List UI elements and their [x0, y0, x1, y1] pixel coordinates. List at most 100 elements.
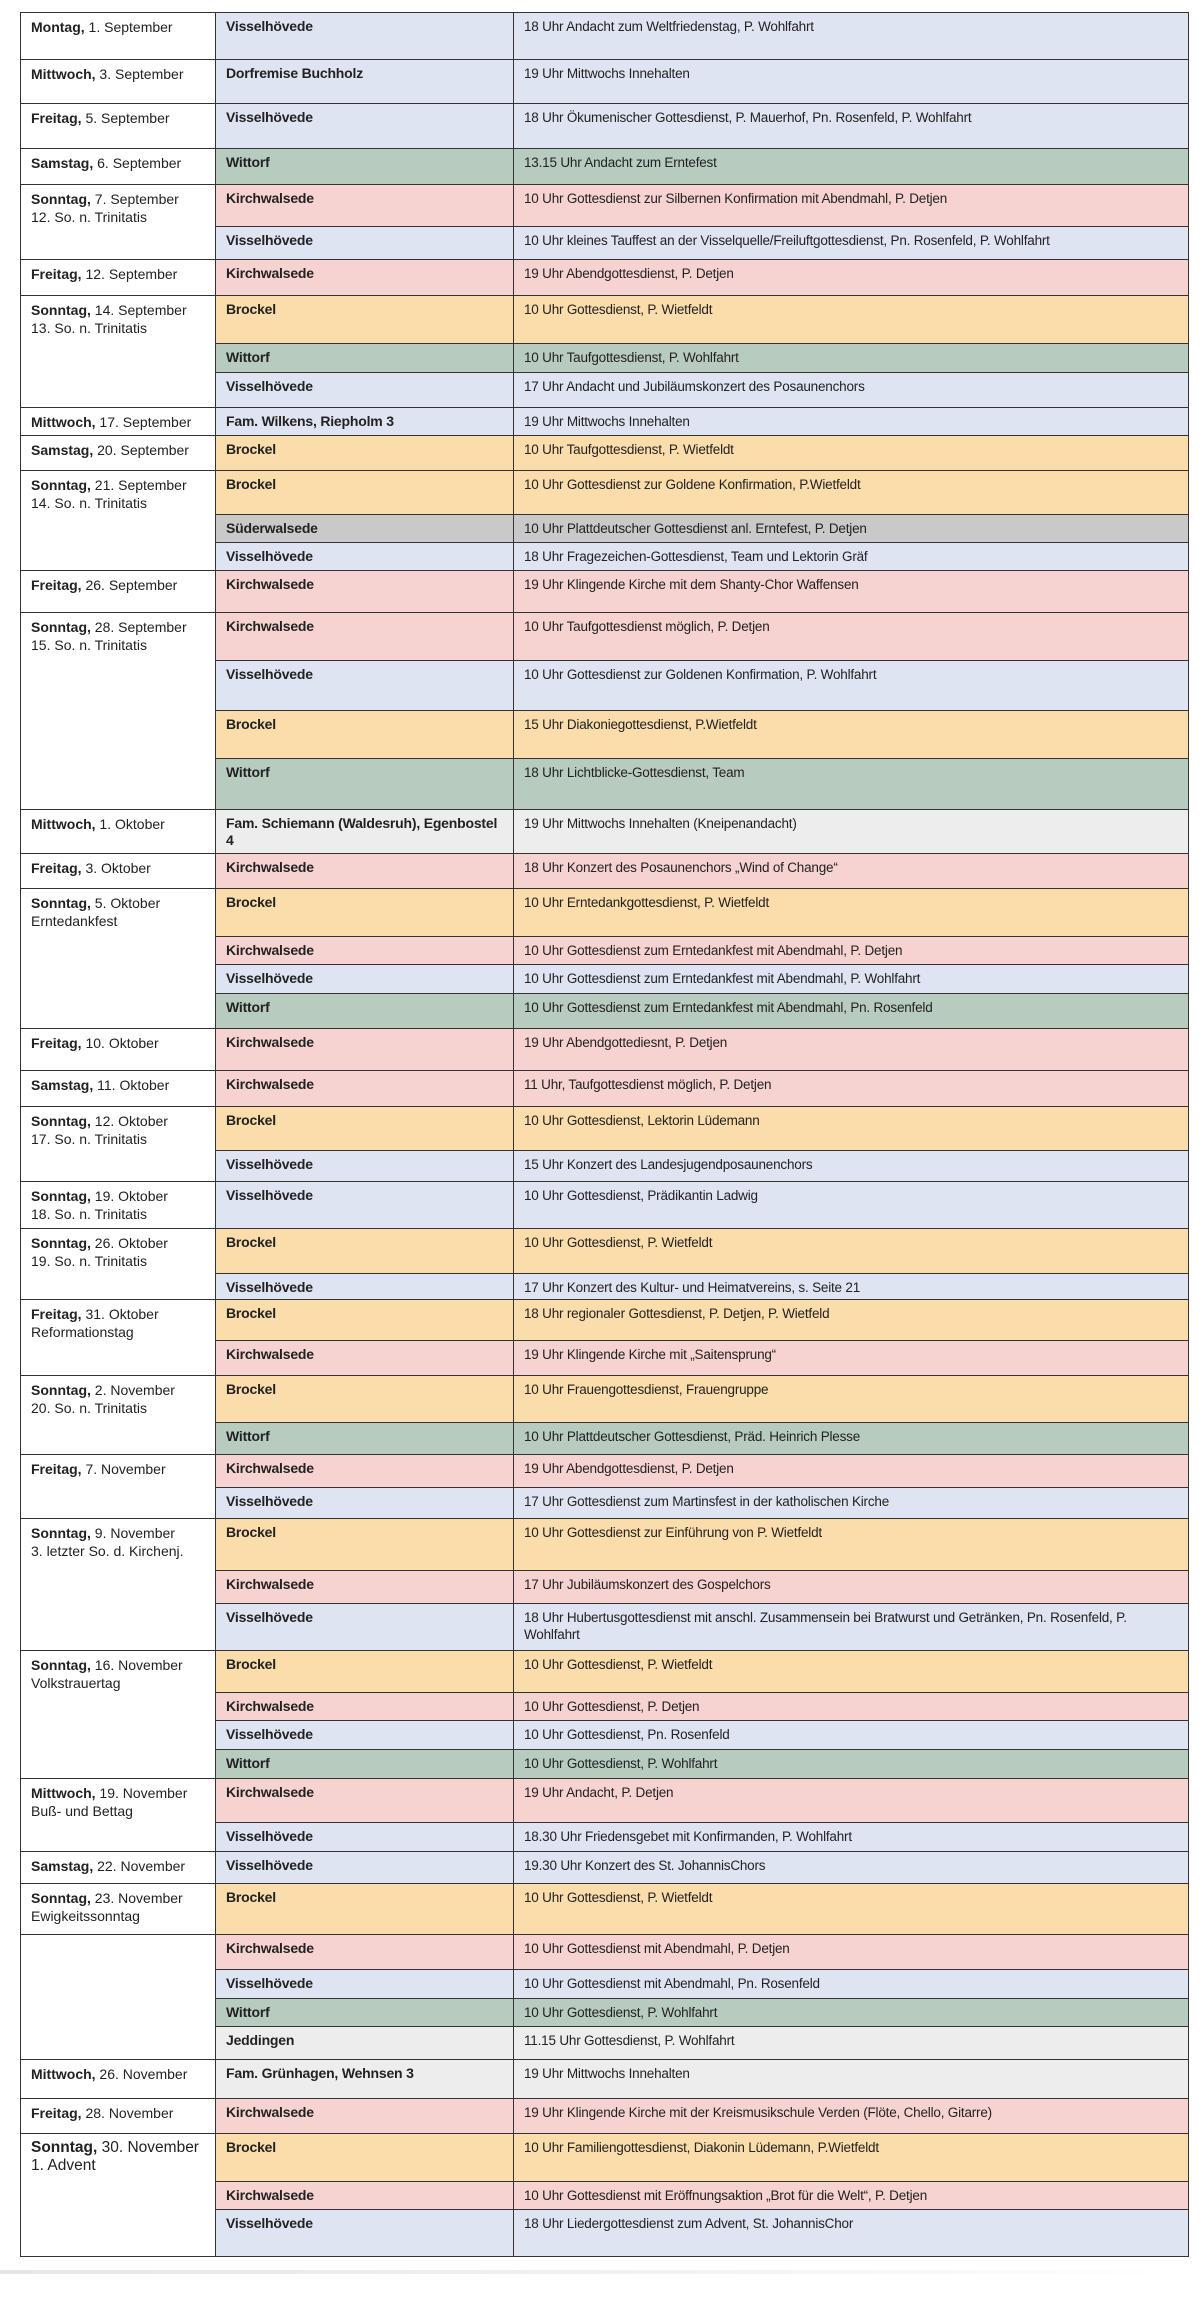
location-cell: Kirchwalsede [215, 1340, 514, 1376]
weekday: Mittwoch, [31, 1785, 96, 1801]
location-cell: Visselhövede [215, 372, 514, 408]
event-description: 10 Uhr Gottesdienst, P. Wietfeldt [513, 1883, 1189, 1935]
schedule-row: Jeddingen 11.15 Uhr Gottesdienst, P. Wohl… [21, 2026, 1189, 2060]
weekday: Sonntag, [31, 895, 91, 911]
date: 26. Oktober [90, 1235, 168, 1251]
date: 5. September [81, 110, 170, 126]
schedule-row: Montag, 1. September Visselhövede 18 Uhr A… [20, 12, 1189, 60]
weekday: Montag, [31, 19, 85, 35]
event-description: 10 Uhr Gottesdienst zur Silbernen Konfir… [513, 184, 1189, 227]
location-cell: Brockel [215, 710, 514, 759]
event-description: 19 Uhr Klingende Kirche mit „Saitensprun… [513, 1340, 1189, 1376]
weekday: Freitag, [31, 1306, 82, 1322]
schedule-row: Kirchwalsede 17 Uhr Jubiläumskonzert des … [21, 1570, 1189, 1604]
event-description: 17 Uhr Gottesdienst zum Martinsfest in d… [513, 1487, 1189, 1519]
date: 26. September [81, 577, 178, 593]
schedule-row: Visselhövede 18 Uhr Liedergottesdienst zu… [21, 2209, 1189, 2257]
schedule-row: Kirchwalsede 10 Uhr Gottesdienst mit Aben… [20, 1934, 1189, 2060]
weekday: Sonntag, [31, 1113, 91, 1129]
event-description: 10 Uhr Gottesdienst, P. Wohlfahrt [513, 1749, 1189, 1779]
weekday: Samstag, [31, 1858, 94, 1874]
weekday: Sonntag, [31, 1235, 91, 1251]
location-cell: Visselhövede [215, 12, 514, 60]
schedule-row: Visselhövede 10 Uhr Gottesdienst mit Aben… [21, 1969, 1189, 1999]
date-cell: Mittwoch, 1. Oktober [20, 809, 216, 854]
location-cell: Brockel [215, 1518, 514, 1571]
event-description: 10 Uhr Gottesdienst, P. Detjen [513, 1692, 1189, 1721]
event-description: 19 Uhr Mittwochs Innehalten [513, 2059, 1189, 2099]
liturgical-day: 19. So. n. Trinitatis [31, 1253, 147, 1269]
weekday: Mittwoch, [31, 816, 96, 832]
weekday: Sonntag, [31, 2139, 98, 2156]
location-cell: Kirchwalsede [215, 612, 514, 661]
schedule-row: Kirchwalsede 10 Uhr Gottesdienst mit Eröf… [21, 2181, 1189, 2210]
date-cell: Freitag, 3. Oktober [20, 853, 216, 889]
date-cell [20, 1934, 216, 2060]
weekday: Freitag, [31, 110, 82, 126]
weekday: Sonntag, [31, 302, 91, 318]
location-cell: Visselhövede [215, 660, 514, 711]
date-cell: Sonntag, 5. Oktober Erntedankfest [20, 888, 216, 1029]
event-description: 18 Uhr Fragezeichen-Gottesdienst, Team u… [513, 542, 1189, 571]
location-cell: Kirchwalsede [215, 853, 514, 889]
location-cell: Fam. Wilkens, Riepholm 3 [215, 407, 514, 436]
schedule-row: Sonntag, 30. November 1. Advent Brockel 10 … [20, 2133, 1189, 2257]
date: 14. September [90, 302, 187, 318]
event-description: 10 Uhr Gottesdienst, P. Wietfeldt [513, 1650, 1189, 1693]
date: 7. November [81, 1461, 166, 1477]
location-cell: Visselhövede [215, 1181, 514, 1229]
location-cell: Visselhövede [215, 103, 514, 149]
location-cell: Wittorf [215, 1422, 514, 1455]
location-cell: Kirchwalsede [215, 1778, 514, 1823]
event-description: 10 Uhr Plattdeutscher Gottesdienst, Präd… [513, 1422, 1189, 1455]
location-cell: Visselhövede [215, 1150, 514, 1182]
schedule-row: Sonntag, 7. September 12. So. n. Trinitat… [20, 184, 1189, 260]
location-cell: Kirchwalsede [215, 2098, 514, 2134]
schedule-row: Sonntag, 23. November Ewigkeitssonntag Bro… [20, 1883, 1189, 1935]
schedule-row: Visselhövede 17 Uhr Andacht und Jubiläums… [21, 372, 1189, 408]
event-description: 19 Uhr Klingende Kirche mit der Kreismus… [513, 2098, 1189, 2134]
location-cell: Kirchwalsede [215, 1692, 514, 1721]
date: 16. November [90, 1657, 183, 1673]
date-cell: Sonntag, 16. November Volkstrauertag [20, 1650, 216, 1779]
location-cell: Brockel [215, 1650, 514, 1693]
location-cell: Visselhövede [215, 542, 514, 571]
schedule-row: Sonntag, 14. September 13. So. n. Trinita… [20, 295, 1189, 408]
location-cell: Brockel [215, 295, 514, 344]
weekday: Sonntag, [31, 1188, 91, 1204]
weekday: Sonntag, [31, 477, 91, 493]
location-cell: Kirchwalsede [215, 1570, 514, 1604]
event-description: 15 Uhr Konzert des Landesjugendposaunenc… [513, 1150, 1189, 1182]
location-cell: Visselhövede [215, 1487, 514, 1519]
event-description: 10 Uhr Plattdeutscher Gottesdienst anl. … [513, 514, 1189, 543]
liturgical-day: 12. So. n. Trinitatis [31, 209, 147, 225]
page-edge [0, 2270, 1203, 2274]
location-cell: Kirchwalsede [215, 1454, 514, 1488]
schedule-row: Mittwoch, 19. November Buß- und Bettag Kir… [20, 1778, 1189, 1852]
event-description: 18 Uhr Lichtblicke-Gottesdienst, Team [513, 758, 1189, 810]
date: 5. Oktober [90, 895, 161, 911]
date: 28. September [90, 619, 187, 635]
location-cell: Visselhövede [215, 964, 514, 994]
location-cell: Brockel [215, 435, 514, 471]
schedule-row: Süderwalsede 10 Uhr Plattdeutscher Gottes… [21, 514, 1189, 543]
event-description: 10 Uhr Gottesdienst, Pn. Rosenfeld [513, 1720, 1189, 1750]
date-cell: Samstag, 22. November [20, 1851, 216, 1884]
event-description: 10 Uhr Gottesdienst, P. Wietfeldt [513, 295, 1189, 344]
date-cell: Sonntag, 9. November 3. letzter So. d. Ki… [20, 1518, 216, 1651]
event-description: 11.15 Uhr Gottesdienst, P. Wohlfahrt [513, 2026, 1189, 2060]
location-cell: Fam. Schiemann (Waldesruh), Egenbostel 4 [215, 809, 514, 854]
date-cell: Sonntag, 28. September 15. So. n. Trinita… [20, 612, 216, 810]
location-cell: Visselhövede [215, 2209, 514, 2257]
date: 1. Oktober [95, 816, 165, 832]
schedule-row: Mittwoch, 1. Oktober Fam. Schiemann (Wald… [20, 809, 1189, 854]
event-description: 10 Uhr Gottesdienst zum Erntedankfest mi… [513, 993, 1189, 1029]
date-cell: Freitag, 5. September [20, 103, 216, 149]
event-description: 10 Uhr Taufgottesdienst möglich, P. Detj… [513, 612, 1189, 661]
event-description: 18 Uhr Hubertusgottesdienst mit anschl. … [513, 1603, 1189, 1651]
event-description: 10 Uhr kleines Tauffest an der Visselque… [513, 226, 1189, 260]
date: 19. November [95, 1785, 188, 1801]
schedule-row: Wittorf 10 Uhr Gottesdienst, P. Wohlfahrt [21, 1998, 1189, 2027]
schedule-row: Freitag, 12. September Kirchwalsede 19 Uhr… [20, 259, 1189, 296]
liturgical-day: Ewigkeitssonntag [31, 1908, 140, 1924]
